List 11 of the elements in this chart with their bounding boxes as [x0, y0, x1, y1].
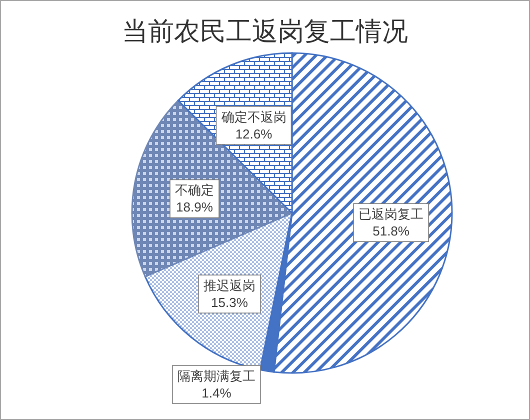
slice-label: 已返岗复工: [358, 206, 424, 222]
data-label: 18.9%: [176, 200, 214, 215]
slice-label: 推迟返岗: [203, 278, 256, 294]
slice-label: 确定不返岗: [220, 109, 286, 124]
data-label: 15.3%: [211, 295, 248, 310]
chart-title: 当前农民工返岗复工情况: [122, 17, 408, 46]
slice-label: 不确定: [175, 182, 214, 198]
data-label: 1.4%: [202, 386, 232, 401]
data-label: 12.6%: [235, 126, 273, 142]
slice-label: 隔离期满复工: [177, 368, 256, 384]
data-label: 51.8%: [372, 224, 410, 239]
